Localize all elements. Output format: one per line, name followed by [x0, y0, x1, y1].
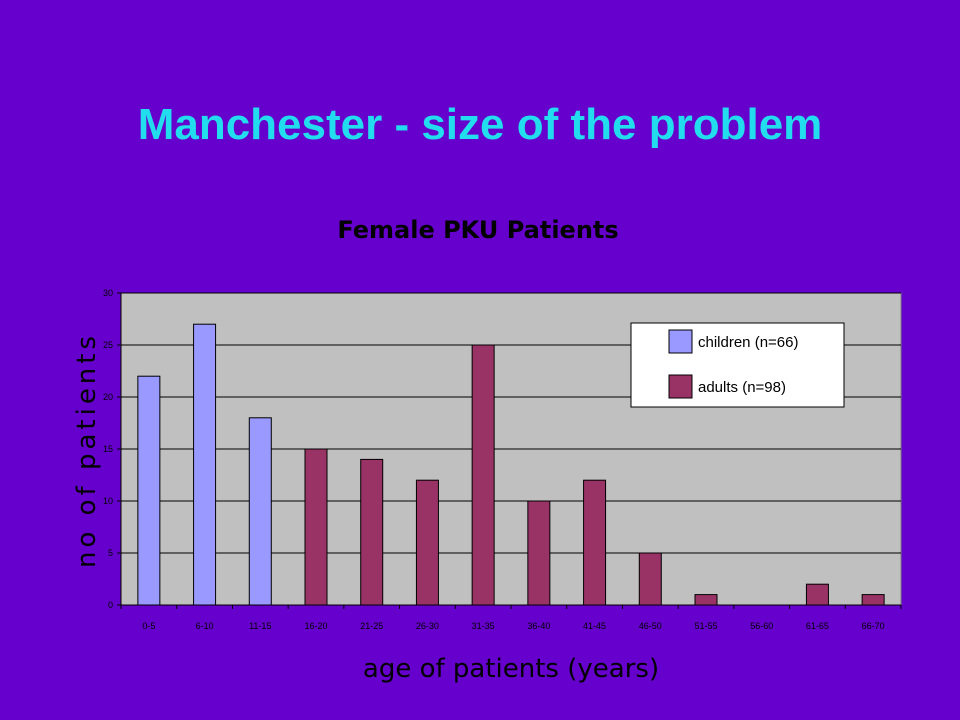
bars	[137, 323, 885, 606]
y-tick-label: 10	[103, 496, 113, 506]
bar-51-55	[694, 594, 718, 606]
bar-46-50	[638, 552, 662, 606]
legend-label-children: children (n=66)	[698, 334, 798, 351]
x-tick-label: 56-60	[750, 621, 773, 631]
legend-swatch-children	[668, 329, 693, 354]
x-axis-ticks: 0-5 6-10 11-15 16-20 21-25 26-30 31-35 36-40 41-…	[120, 605, 902, 631]
bar-26-30	[415, 479, 439, 606]
x-tick-label: 46-50	[639, 621, 662, 631]
legend-box	[630, 322, 845, 408]
bar-41-45	[583, 479, 607, 606]
bar-66-70	[861, 594, 885, 606]
x-tick-label: 66-70	[862, 621, 885, 631]
y-axis-ticks: 0 5 10 15 20 25 30	[103, 288, 121, 610]
x-tick-label: 0-5	[142, 621, 155, 631]
bar-11-15	[248, 417, 272, 606]
x-tick-label: 16-20	[304, 621, 327, 631]
y-axis-label: no of patients	[72, 332, 102, 568]
x-tick-label: 26-30	[416, 621, 439, 631]
legend: children (n=66) adults (n=98)	[630, 322, 845, 408]
bar-61-65	[805, 583, 829, 606]
x-tick-label: 11-15	[249, 621, 271, 631]
y-tick-label: 20	[103, 392, 113, 402]
y-tick-label: 0	[108, 600, 113, 610]
bar-21-25	[360, 458, 384, 606]
y-tick-label: 15	[103, 444, 113, 454]
x-tick-label: 61-65	[806, 621, 829, 631]
x-tick-label: 21-25	[360, 621, 383, 631]
bar-0-5	[137, 375, 161, 606]
x-tick-label: 6-10	[196, 621, 214, 631]
x-tick-label: 36-40	[527, 621, 550, 631]
chart-title: Female PKU Patients	[337, 216, 618, 244]
x-axis-label: age of patients (years)	[363, 654, 659, 684]
bar-16-20	[304, 448, 328, 606]
x-tick-label: 41-45	[583, 621, 606, 631]
legend-swatch-adults	[668, 374, 693, 399]
bar-36-40	[527, 500, 551, 606]
y-tick-label: 30	[103, 288, 113, 298]
x-tick-label: 31-35	[472, 621, 495, 631]
bar-6-10	[193, 323, 217, 606]
legend-label-adults: adults (n=98)	[698, 379, 786, 396]
y-tick-label: 25	[103, 340, 113, 350]
y-tick-label: 5	[108, 548, 113, 558]
x-tick-label: 51-55	[694, 621, 717, 631]
bar-31-35	[471, 344, 495, 606]
slide-title: Manchester - size of the problem	[137, 100, 823, 149]
